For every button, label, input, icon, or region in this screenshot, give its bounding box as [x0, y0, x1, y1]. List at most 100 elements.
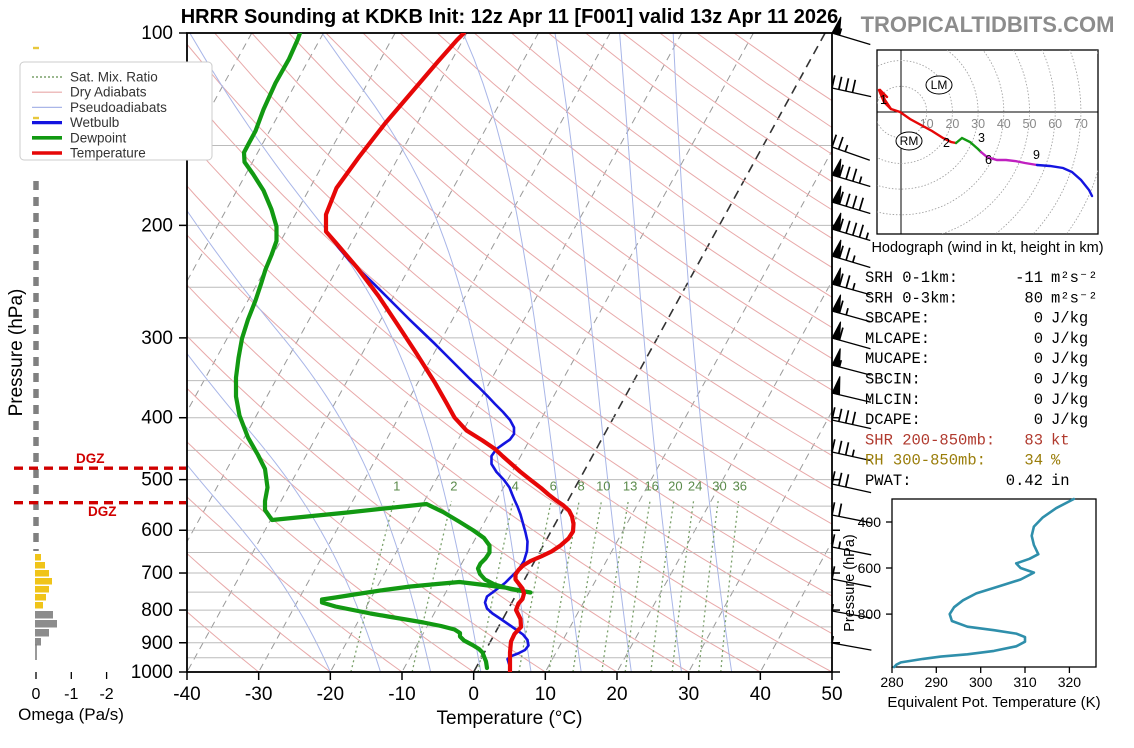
svg-text:30: 30 [678, 684, 699, 705]
svg-text:50: 50 [1023, 117, 1037, 131]
svg-text:40: 40 [750, 684, 771, 705]
svg-text:100: 100 [141, 23, 173, 44]
svg-text:80: 80 [1024, 289, 1043, 307]
svg-text:-11: -11 [1015, 269, 1043, 287]
svg-text:-1: -1 [64, 686, 78, 703]
svg-text:PWAT:: PWAT: [865, 472, 912, 490]
svg-text:200: 200 [141, 215, 173, 236]
svg-text:Equivalent Pot. Temperature (K: Equivalent Pot. Temperature (K) [887, 694, 1100, 711]
svg-text:10: 10 [535, 684, 556, 705]
svg-text:1: 1 [880, 93, 887, 107]
svg-text:Dewpoint: Dewpoint [70, 130, 127, 145]
svg-text:MUCAPE:: MUCAPE: [865, 350, 930, 368]
svg-text:36: 36 [733, 479, 747, 494]
svg-text:0.42: 0.42 [1006, 472, 1043, 490]
svg-text:Pressure (hPa): Pressure (hPa) [842, 534, 858, 632]
svg-text:SRH 0-3km:: SRH 0-3km: [865, 289, 958, 307]
svg-text:in: in [1051, 472, 1070, 490]
svg-text:1000: 1000 [131, 662, 173, 683]
svg-text:300: 300 [969, 674, 993, 690]
svg-text:HRRR Sounding at KDKB Init: 12: HRRR Sounding at KDKB Init: 12z Apr 11 [… [181, 6, 839, 28]
svg-text:RH 300-850mb:: RH 300-850mb: [865, 452, 986, 470]
svg-text:300: 300 [141, 328, 173, 349]
svg-text:20: 20 [945, 117, 959, 131]
svg-text:Omega (Pa/s): Omega (Pa/s) [18, 705, 124, 724]
svg-text:700: 700 [141, 563, 173, 584]
svg-text:DCAPE:: DCAPE: [865, 411, 921, 429]
svg-text:SBCIN:: SBCIN: [865, 371, 921, 389]
svg-text:20: 20 [606, 684, 627, 705]
svg-text:280: 280 [880, 674, 904, 690]
svg-text:J/kg: J/kg [1051, 330, 1088, 348]
svg-text:SRH 0-1km:: SRH 0-1km: [865, 269, 958, 287]
svg-text:290: 290 [925, 674, 949, 690]
svg-text:Wetbulb: Wetbulb [70, 115, 119, 130]
svg-text:2: 2 [450, 479, 457, 494]
svg-text:kt: kt [1051, 431, 1070, 449]
svg-text:0: 0 [468, 684, 479, 705]
svg-text:Hodograph (wind in kt, height: Hodograph (wind in kt, height in km) [871, 240, 1103, 256]
svg-text:600: 600 [141, 520, 173, 541]
svg-text:MLCAPE:: MLCAPE: [865, 330, 930, 348]
svg-text:m²s⁻²: m²s⁻² [1051, 269, 1098, 287]
svg-text:500: 500 [141, 470, 173, 491]
svg-text:10: 10 [596, 479, 610, 494]
svg-text:Temperature (°C): Temperature (°C) [437, 708, 583, 729]
svg-text:DGZ: DGZ [76, 451, 105, 466]
svg-text:TROPICALTIDBITS.COM: TROPICALTIDBITS.COM [861, 12, 1115, 37]
svg-text:Pressure (hPa): Pressure (hPa) [6, 289, 27, 417]
svg-text:400: 400 [141, 408, 173, 429]
svg-text:J/kg: J/kg [1051, 350, 1088, 368]
svg-text:m²s⁻²: m²s⁻² [1051, 289, 1098, 307]
svg-text:50: 50 [821, 684, 842, 705]
svg-text:MLCIN:: MLCIN: [865, 391, 921, 409]
svg-text:83: 83 [1024, 431, 1043, 449]
svg-text:-20: -20 [317, 684, 344, 705]
svg-text:900: 900 [141, 633, 173, 654]
svg-text:0: 0 [1034, 411, 1043, 429]
svg-text:400: 400 [858, 514, 882, 530]
svg-text:J/kg: J/kg [1051, 310, 1088, 328]
svg-text:LM: LM [931, 78, 948, 92]
svg-text:310: 310 [1013, 674, 1037, 690]
svg-text:0: 0 [1034, 391, 1043, 409]
svg-text:Dry Adiabats: Dry Adiabats [70, 85, 147, 100]
svg-text:4: 4 [512, 479, 519, 494]
svg-text:-30: -30 [245, 684, 272, 705]
svg-text:2: 2 [943, 136, 950, 150]
svg-text:%: % [1051, 452, 1061, 470]
svg-text:J/kg: J/kg [1051, 411, 1088, 429]
svg-text:-10: -10 [388, 684, 415, 705]
svg-text:1: 1 [393, 479, 400, 494]
svg-text:800: 800 [858, 606, 882, 622]
svg-text:20: 20 [668, 479, 682, 494]
svg-text:600: 600 [858, 560, 882, 576]
svg-text:-2: -2 [99, 686, 113, 703]
svg-text:24: 24 [688, 479, 702, 494]
svg-text:320: 320 [1058, 674, 1082, 690]
svg-text:40: 40 [997, 117, 1011, 131]
svg-text:Pseudoadiabats: Pseudoadiabats [70, 100, 167, 115]
svg-text:-40: -40 [173, 684, 200, 705]
svg-text:0: 0 [32, 686, 41, 703]
svg-text:0: 0 [1034, 371, 1043, 389]
svg-text:30: 30 [712, 479, 726, 494]
svg-text:J/kg: J/kg [1051, 371, 1088, 389]
svg-text:8: 8 [577, 479, 584, 494]
svg-text:0: 0 [1034, 310, 1043, 328]
svg-text:34: 34 [1024, 452, 1043, 470]
svg-text:DGZ: DGZ [88, 504, 117, 519]
svg-text:9: 9 [1033, 148, 1040, 162]
svg-text:RM: RM [900, 134, 919, 148]
svg-text:Sat. Mix. Ratio: Sat. Mix. Ratio [70, 70, 158, 85]
svg-text:60: 60 [1048, 117, 1062, 131]
svg-text:SBCAPE:: SBCAPE: [865, 310, 930, 328]
svg-text:6: 6 [550, 479, 557, 494]
svg-text:6: 6 [985, 153, 992, 167]
svg-text:16: 16 [644, 479, 658, 494]
svg-text:0: 0 [1034, 330, 1043, 348]
svg-text:SHR 200-850mb:: SHR 200-850mb: [865, 431, 995, 449]
svg-text:70: 70 [1074, 117, 1088, 131]
svg-text:Temperature: Temperature [70, 146, 146, 161]
svg-text:3: 3 [978, 131, 985, 145]
